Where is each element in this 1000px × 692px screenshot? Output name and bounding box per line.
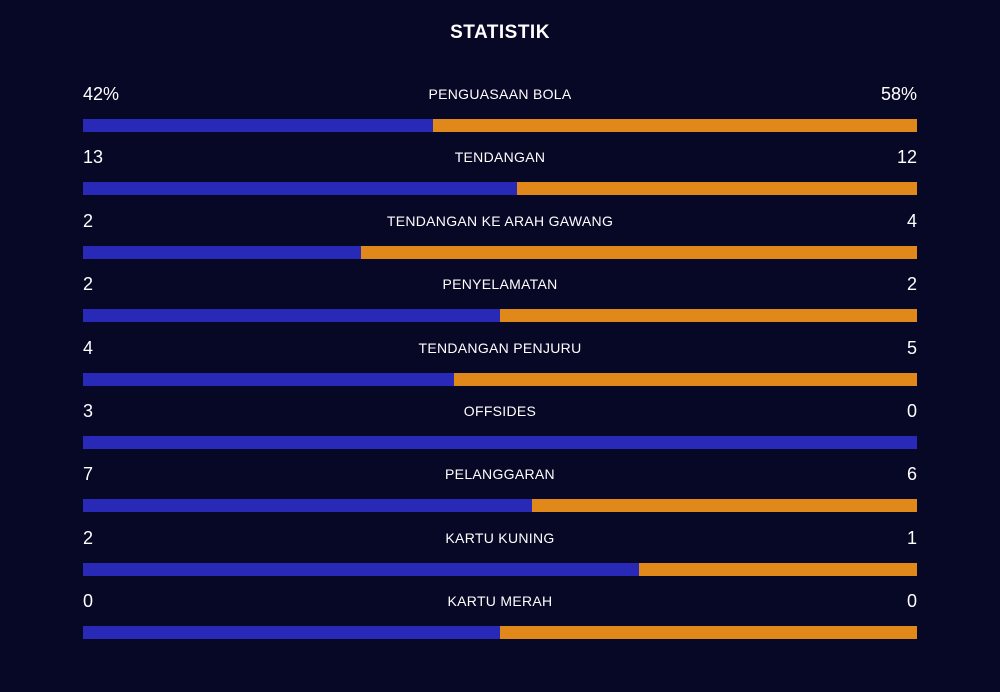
comparison-bar	[83, 499, 917, 513]
home-bar-fill	[83, 245, 361, 259]
comparison-bar	[83, 309, 917, 323]
comparison-bar	[83, 182, 917, 196]
home-bar-fill	[83, 562, 640, 576]
home-bar-fill	[83, 119, 434, 132]
stat-row-corners: 4 TENDANGAN PENJURU 5	[83, 336, 917, 399]
comparison-bar	[83, 372, 917, 386]
stat-row-possession: 42% PENGUASAAN BOLA 58%	[83, 82, 917, 145]
away-value: 4	[906, 210, 917, 231]
away-value: 5	[906, 337, 917, 358]
home-bar-fill	[83, 626, 500, 640]
home-value: 3	[83, 400, 94, 421]
home-value: 13	[83, 147, 104, 168]
away-value: 12	[896, 147, 917, 168]
home-value: 4	[83, 337, 94, 358]
panel-title: STATISTIK	[450, 22, 550, 43]
stat-label: TENDANGAN PENJURU	[418, 339, 582, 356]
stat-label: PENYELAMATAN	[442, 276, 558, 293]
home-value: 2	[83, 210, 94, 231]
home-value: 7	[83, 464, 94, 485]
stat-label: PELANGGARAN	[445, 466, 555, 483]
stat-row-shots-on-target: 2 TENDANGAN KE ARAH GAWANG 4	[83, 209, 917, 272]
stat-label: KARTU MERAH	[447, 593, 553, 610]
stat-label: TENDANGAN KE ARAH GAWANG	[386, 212, 614, 229]
stat-label: PENGUASAAN BOLA	[428, 86, 572, 102]
stat-row-offsides: 3 OFFSIDES 0	[83, 399, 917, 462]
away-value: 0	[906, 400, 917, 421]
away-value: 2	[906, 274, 917, 295]
comparison-bar	[83, 562, 917, 576]
home-bar-fill	[83, 372, 454, 386]
stat-row-saves: 2 PENYELAMATAN 2	[83, 272, 917, 335]
home-value: 42%	[83, 84, 120, 104]
home-bar-fill	[83, 499, 533, 513]
stat-row-fouls: 7 PELANGGARAN 6	[83, 462, 917, 525]
home-value: 0	[83, 591, 94, 612]
stat-label: OFFSIDES	[463, 402, 537, 419]
comparison-bar	[83, 435, 917, 449]
comparison-bar	[83, 626, 917, 640]
comparison-bar	[83, 119, 917, 132]
away-value: 0	[906, 591, 917, 612]
comparison-bar	[83, 245, 917, 259]
home-bar-fill	[83, 309, 500, 323]
home-bar-fill	[83, 182, 517, 196]
away-value: 1	[906, 527, 917, 548]
away-value: 6	[906, 464, 917, 485]
stat-label: KARTU KUNING	[445, 529, 555, 546]
stat-row-yellow-cards: 2 KARTU KUNING 1	[83, 526, 917, 589]
away-value: 58%	[880, 84, 917, 104]
stat-label: TENDANGAN	[454, 149, 546, 166]
stat-row-red-cards: 0 KARTU MERAH 0	[83, 589, 917, 652]
stat-list: 42% PENGUASAAN BOLA 58% 13 TENDANGAN 12 …	[83, 82, 917, 653]
home-value: 2	[83, 274, 94, 295]
home-bar-fill	[83, 435, 917, 449]
home-value: 2	[83, 527, 94, 548]
stat-row-shots: 13 TENDANGAN 12	[83, 145, 917, 208]
